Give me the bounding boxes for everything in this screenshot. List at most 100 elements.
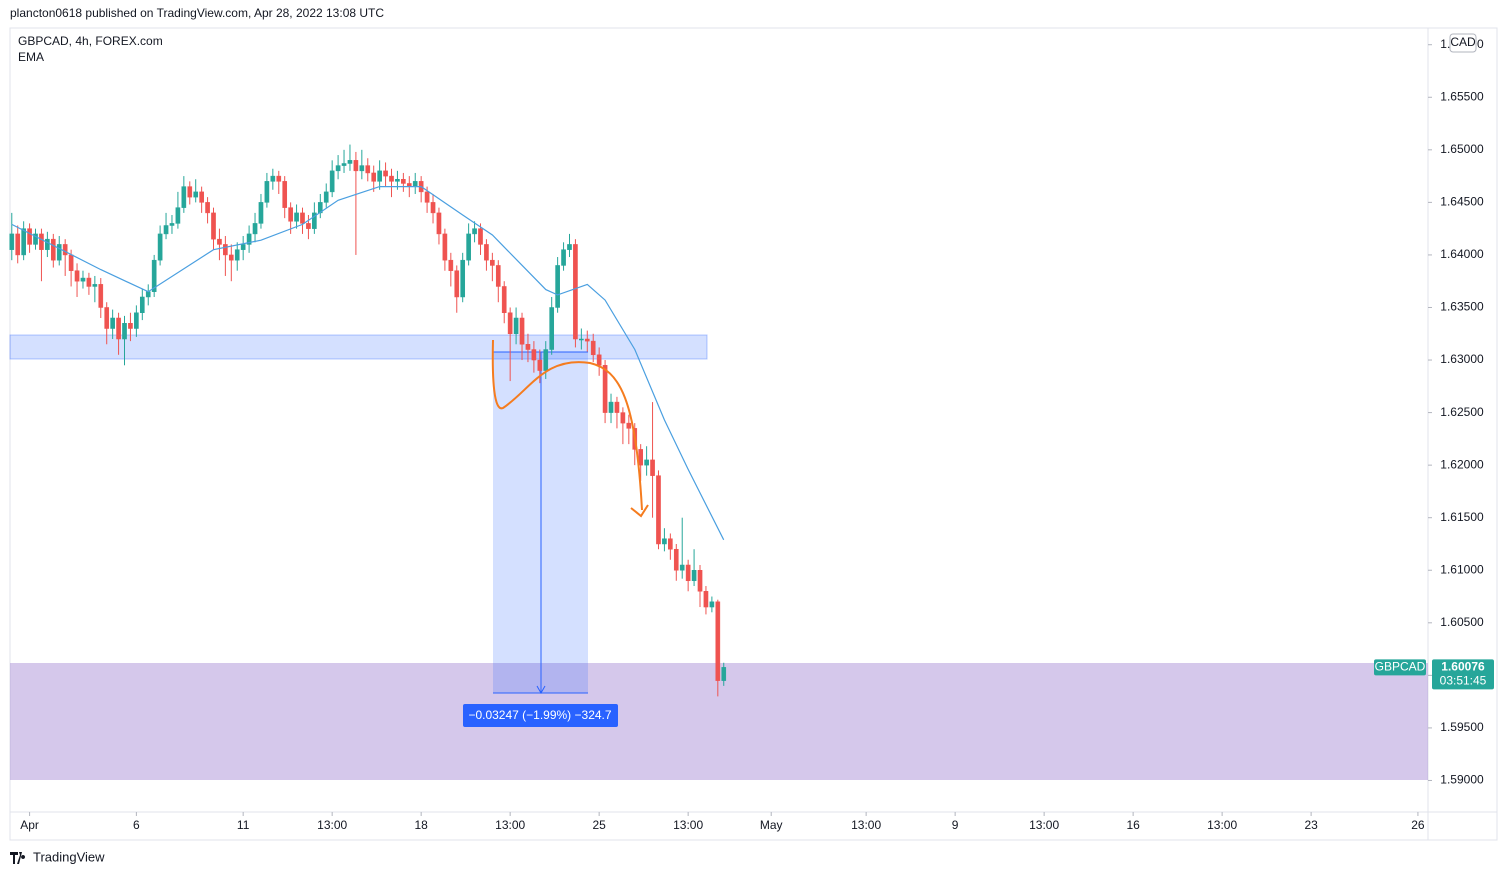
candle-body: [484, 244, 489, 261]
x-tick-label: 13:00: [317, 818, 347, 832]
annotations: −0.03247 (−1.99%) −324.7: [463, 339, 649, 727]
candle-body: [365, 165, 371, 174]
candle-body: [80, 277, 86, 282]
candle-body: [353, 160, 359, 172]
candle-body: [181, 186, 187, 208]
candle-body: [513, 317, 519, 335]
y-tick-label: 1.64000: [1440, 247, 1484, 261]
candle-body: [430, 202, 436, 214]
y-tick-label: 1.62000: [1440, 457, 1484, 471]
candle-body: [169, 223, 175, 226]
candle-body: [33, 233, 38, 245]
candle-body: [21, 228, 26, 256]
candle-body: [92, 284, 98, 287]
last-price-box: [1432, 659, 1494, 690]
zones: [9, 334, 1428, 780]
x-tick-label: 9: [952, 818, 959, 832]
candle-body: [383, 170, 388, 177]
candle-body: [673, 548, 679, 571]
resistance-zone: [9, 334, 708, 360]
candle-body: [282, 181, 288, 208]
candle-body: [412, 181, 418, 187]
candle-body: [662, 538, 667, 545]
candle-body: [709, 601, 715, 608]
candle-body: [460, 259, 466, 298]
candle-body: [531, 349, 537, 361]
candle-body: [359, 165, 365, 172]
candle-body: [294, 212, 299, 222]
candle-body: [56, 244, 62, 261]
brand-logo: [10, 852, 26, 864]
x-tick-label: 23: [1304, 818, 1318, 832]
candle-body: [74, 270, 80, 282]
candle-body: [246, 233, 252, 245]
candle-body: [638, 449, 644, 466]
symbol-title: GBPCAD, 4h, FOREX.com: [18, 34, 163, 48]
candle-body: [341, 163, 347, 166]
candle-body: [228, 254, 234, 261]
symbol-tag: [1374, 659, 1426, 676]
candle-body: [240, 244, 246, 250]
y-tick-label: 1.59500: [1440, 720, 1484, 734]
candle-body: [466, 233, 471, 261]
curve-arrowhead: [630, 504, 649, 518]
candle-body: [211, 212, 216, 240]
candle-body: [590, 340, 596, 356]
candle-body: [626, 422, 632, 429]
candle-body: [264, 181, 270, 203]
candle-body: [312, 212, 317, 229]
candle-body: [543, 349, 549, 371]
candle-body: [495, 265, 501, 287]
candle-body: [329, 170, 335, 193]
candle-body: [134, 312, 139, 329]
y-tick-label: 1.62500: [1440, 405, 1484, 419]
candle-body: [644, 459, 649, 466]
symbol-tag-label: GBPCAD: [1375, 660, 1426, 674]
candle-body: [128, 323, 133, 329]
candle-body: [448, 259, 454, 271]
candle-body: [620, 412, 626, 424]
x-tick-label: 13:00: [495, 818, 525, 832]
candle-body: [602, 365, 608, 413]
measure-label-box: [463, 704, 618, 727]
target-zone: [10, 663, 1428, 780]
brand-name: TradingView: [33, 849, 105, 864]
candle-body: [347, 160, 353, 164]
ema-line: [11, 186, 725, 541]
x-tick-label: 13:00: [1029, 818, 1059, 832]
x-tick-label: 6: [133, 818, 140, 832]
candle-body: [679, 564, 685, 571]
candle-body: [193, 191, 199, 198]
candle-body: [596, 354, 602, 366]
candle-body: [436, 212, 442, 235]
candle-body: [122, 323, 127, 340]
candle-body: [371, 172, 377, 182]
x-tick-label: 13:00: [1207, 818, 1237, 832]
candle-body: [223, 244, 228, 256]
candle-body: [86, 277, 92, 287]
candle-body: [614, 401, 620, 413]
candle-body: [584, 338, 590, 342]
candle-body: [573, 244, 578, 340]
candle-body: [151, 259, 157, 292]
x-tick-label: 13:00: [673, 818, 703, 832]
candle-body: [561, 249, 566, 266]
x-tick-label: 26: [1411, 818, 1425, 832]
candle-body: [721, 667, 727, 681]
y-tick-label: 1.61500: [1440, 510, 1484, 524]
y-tick-label: 1.64500: [1440, 195, 1484, 209]
axes: 1.590001.595001.600001.605001.610001.615…: [20, 37, 1484, 832]
candle-body: [454, 270, 460, 298]
candle-body: [567, 244, 572, 250]
y-tick-label: 1.63500: [1440, 300, 1484, 314]
candle-body: [472, 228, 477, 235]
candle-body: [68, 254, 74, 271]
candle-body: [217, 238, 222, 245]
currency-box: [1449, 33, 1477, 53]
candle-body: [300, 212, 305, 224]
plot: [9, 144, 727, 697]
candle-body: [656, 475, 661, 545]
y-tick-label: 1.65500: [1440, 89, 1484, 103]
x-tick-label: 11: [237, 818, 250, 832]
